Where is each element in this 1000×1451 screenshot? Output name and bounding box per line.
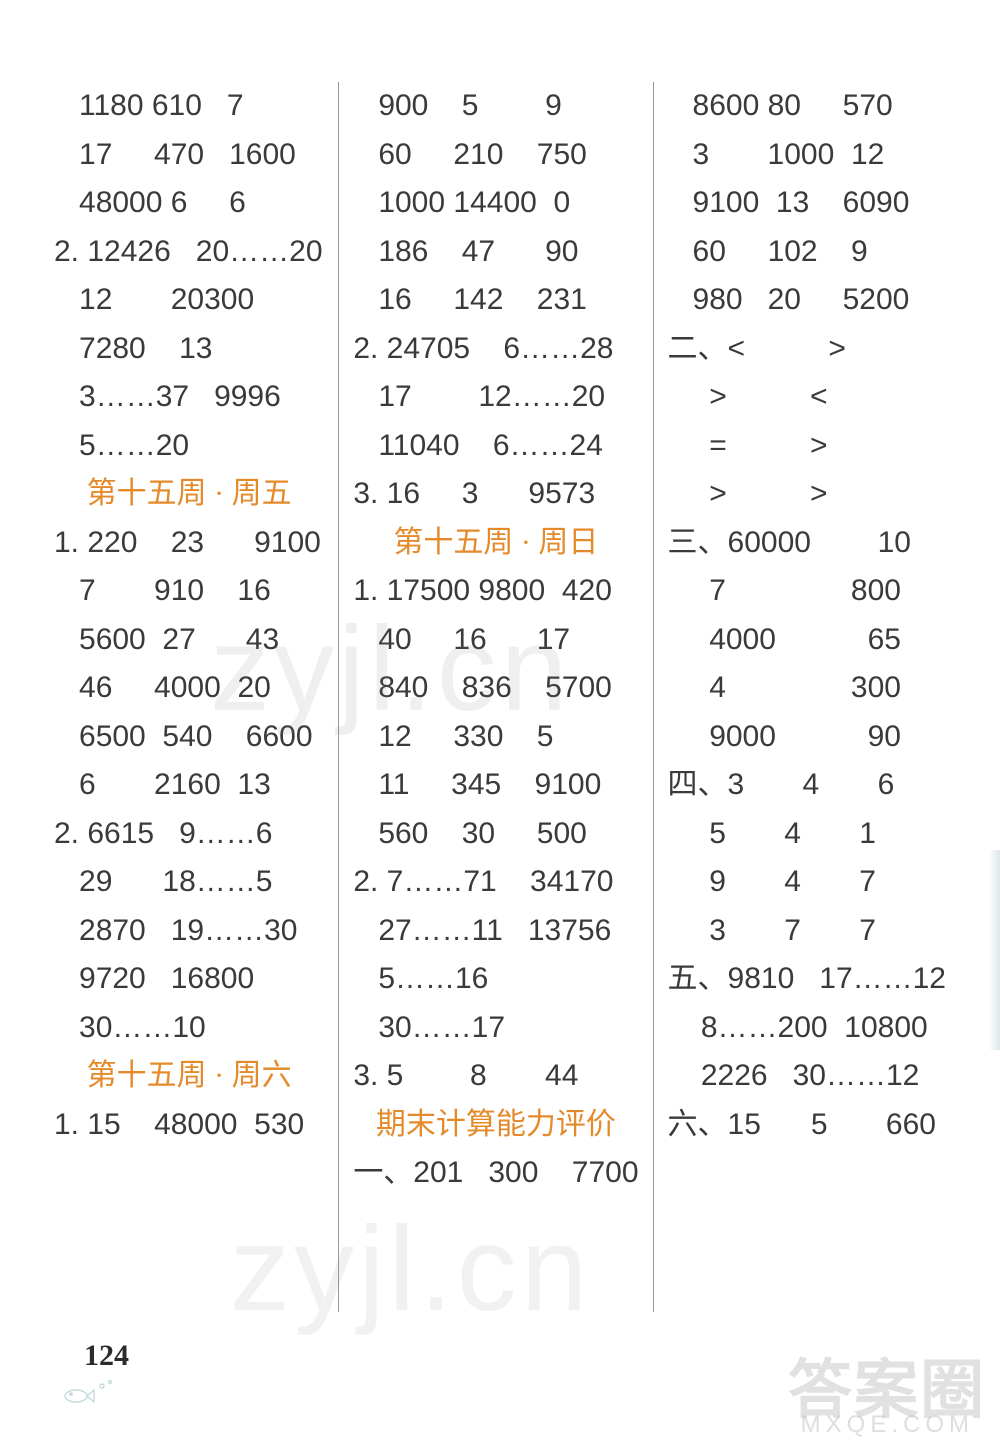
answer-line: > > xyxy=(668,470,946,519)
column-middle: 900 5 9 60 210 750 1000 14400 0 186 47 9… xyxy=(338,82,652,1312)
watermark-brand-en: MXQE.COM xyxy=(801,1411,974,1439)
answer-line: 3. 16 3 9573 xyxy=(353,470,638,519)
answer-line: 二、< > xyxy=(668,325,946,374)
column-left: 1180 610 7 17 470 1600 48000 6 62. 12426… xyxy=(40,82,338,1312)
answer-line: 2226 30……12 xyxy=(668,1052,946,1101)
answer-line: 8……200 10800 xyxy=(668,1004,946,1053)
answer-line: 5 4 1 xyxy=(668,810,946,859)
answer-line: 48000 6 6 xyxy=(54,179,324,228)
answer-line: 2. 7……71 34170 xyxy=(353,858,638,907)
answer-line: 840 836 5700 xyxy=(353,664,638,713)
answer-line: 17 12……20 xyxy=(353,373,638,422)
answer-line: 4 300 xyxy=(668,664,946,713)
answer-line: 五、9810 17……12 xyxy=(668,955,946,1004)
answer-line: 2. 24705 6……28 xyxy=(353,325,638,374)
answer-line: 12 20300 xyxy=(54,276,324,325)
answer-line: 29 18……5 xyxy=(54,858,324,907)
answer-line: 2870 19……30 xyxy=(54,907,324,956)
answer-line: 17 470 1600 xyxy=(54,131,324,180)
content-columns: 1180 610 7 17 470 1600 48000 6 62. 12426… xyxy=(40,82,960,1312)
answer-line: 12 330 5 xyxy=(353,713,638,762)
answer-line: 11 345 9100 xyxy=(353,761,638,810)
answer-line: 2. 12426 20……20 xyxy=(54,228,324,277)
answer-line: 3 7 7 xyxy=(668,907,946,956)
column-right: 8600 80 570 3 1000 12 9100 13 6090 60 10… xyxy=(653,82,960,1312)
answer-line: 30……17 xyxy=(353,1004,638,1053)
answer-line: 3. 5 8 44 xyxy=(353,1052,638,1101)
watermark-brand-cn: 答案圈 xyxy=(788,1339,986,1431)
section-heading: 期末计算能力评价 xyxy=(353,1101,638,1150)
section-heading: 第十五周 · 周日 xyxy=(353,519,638,568)
answer-line: 1180 610 7 xyxy=(54,82,324,131)
answer-line: 7 800 xyxy=(668,567,946,616)
answer-line: 46 4000 20 xyxy=(54,664,324,713)
answer-line: 四、3 4 6 xyxy=(668,761,946,810)
answer-line: > < xyxy=(668,373,946,422)
answer-line: 9720 16800 xyxy=(54,955,324,1004)
answer-line: 900 5 9 xyxy=(353,82,638,131)
answer-line: 1. 17500 9800 420 xyxy=(353,567,638,616)
decorative-fish-icon xyxy=(60,1376,120,1415)
answer-line: 27……11 13756 xyxy=(353,907,638,956)
answer-line: 60 210 750 xyxy=(353,131,638,180)
answer-line: 9000 90 xyxy=(668,713,946,762)
answer-line: 11040 6……24 xyxy=(353,422,638,471)
answer-line: 2. 6615 9……6 xyxy=(54,810,324,859)
answer-line: = > xyxy=(668,422,946,471)
answer-line: 3……37 9996 xyxy=(54,373,324,422)
answer-line: 4000 65 xyxy=(668,616,946,665)
answer-line: 5……16 xyxy=(353,955,638,1004)
answer-line: 三、60000 10 xyxy=(668,519,946,568)
answer-line: 一、201 300 7700 xyxy=(353,1149,638,1198)
section-heading: 第十五周 · 周六 xyxy=(54,1052,324,1101)
answer-line: 1. 220 23 9100 xyxy=(54,519,324,568)
answer-line: 5600 27 43 xyxy=(54,616,324,665)
answer-line: 6500 540 6600 xyxy=(54,713,324,762)
answer-line: 1000 14400 0 xyxy=(353,179,638,228)
answer-line: 9 4 7 xyxy=(668,858,946,907)
answer-line: 5……20 xyxy=(54,422,324,471)
answer-line: 60 102 9 xyxy=(668,228,946,277)
page-number: 124 xyxy=(84,1339,129,1373)
answer-line: 3 1000 12 xyxy=(668,131,946,180)
answer-line: 980 20 5200 xyxy=(668,276,946,325)
answer-line: 560 30 500 xyxy=(353,810,638,859)
answer-line: 7 910 16 xyxy=(54,567,324,616)
answer-line: 1. 15 48000 530 xyxy=(54,1101,324,1150)
page-edge-shadow xyxy=(988,850,1000,1050)
answer-line: 9100 13 6090 xyxy=(668,179,946,228)
section-heading: 第十五周 · 周五 xyxy=(54,470,324,519)
answer-line: 30……10 xyxy=(54,1004,324,1053)
answer-line: 7280 13 xyxy=(54,325,324,374)
answer-line: 16 142 231 xyxy=(353,276,638,325)
answer-line: 8600 80 570 xyxy=(668,82,946,131)
answer-line: 六、15 5 660 xyxy=(668,1101,946,1150)
page: zyjl.cn zyjl.cn 1180 610 7 17 470 1600 4… xyxy=(0,0,1000,1451)
answer-line: 6 2160 13 xyxy=(54,761,324,810)
answer-line: 186 47 90 xyxy=(353,228,638,277)
answer-line: 40 16 17 xyxy=(353,616,638,665)
